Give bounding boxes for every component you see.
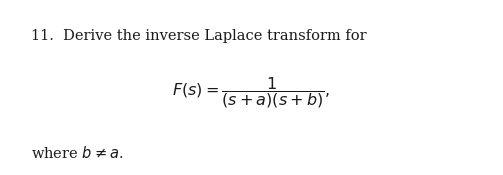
Text: $F(s) = \dfrac{1}{(s+a)(s+b)},$: $F(s) = \dfrac{1}{(s+a)(s+b)},$ <box>173 75 330 110</box>
Text: where $b \neq a$.: where $b \neq a$. <box>31 145 124 161</box>
Text: 11.  Derive the inverse Laplace transform for: 11. Derive the inverse Laplace transform… <box>31 29 367 43</box>
